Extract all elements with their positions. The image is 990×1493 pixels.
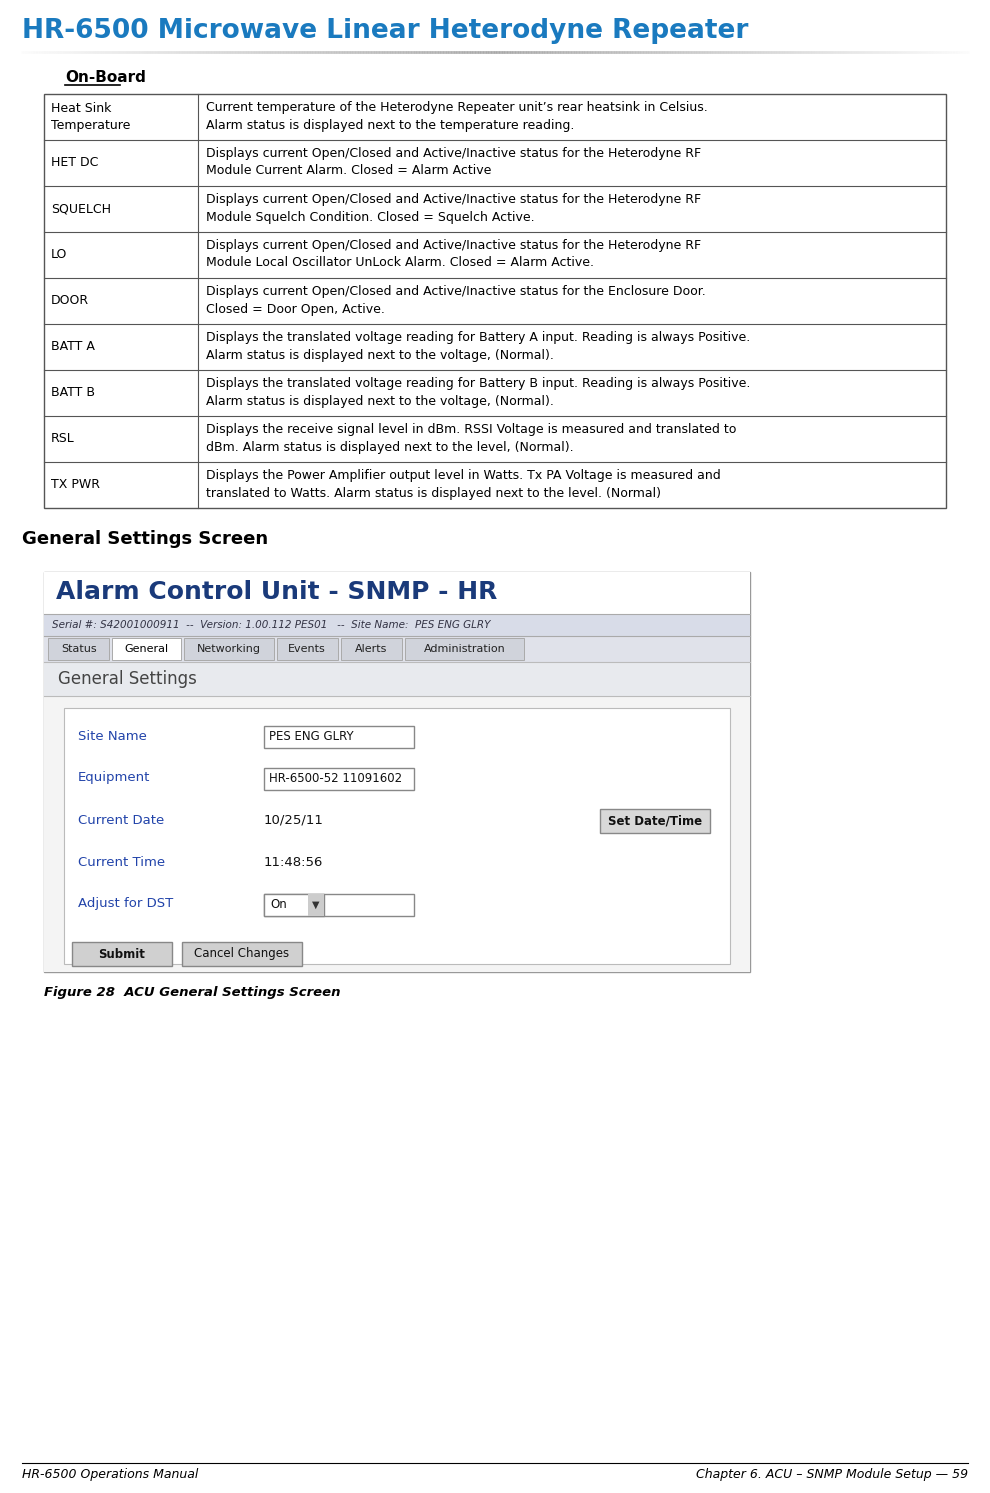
Bar	[44, 636, 750, 661]
Text: RSL: RSL	[51, 433, 75, 445]
Text: Serial #: S42001000911  --  Version: 1.00.112 PES01   --  Site Name:  PES ENG GL: Serial #: S42001000911 -- Version: 1.00.…	[52, 620, 490, 630]
Text: Networking: Networking	[197, 643, 260, 654]
Bar	[48, 638, 109, 660]
Text: On-Board: On-Board	[65, 70, 146, 85]
Text: Displays current Open/Closed and Active/Inactive status for the Heterodyne RF
Mo: Displays current Open/Closed and Active/…	[206, 239, 701, 270]
Text: BATT B: BATT B	[51, 387, 95, 400]
Bar	[64, 708, 730, 964]
Text: Site Name: Site Name	[78, 730, 147, 742]
Text: BATT A: BATT A	[51, 340, 95, 354]
Text: Heat Sink
Temperature: Heat Sink Temperature	[51, 103, 131, 131]
Text: TX PWR: TX PWR	[51, 478, 100, 491]
Bar	[112, 638, 180, 660]
Bar	[182, 942, 302, 966]
Text: General Settings: General Settings	[58, 670, 197, 688]
Text: Displays the Power Amplifier output level in Watts. Tx PA Voltage is measured an: Displays the Power Amplifier output leve…	[206, 469, 721, 500]
Text: General Settings Screen: General Settings Screen	[22, 530, 268, 548]
Text: HR-6500 Microwave Linear Heterodyne Repeater: HR-6500 Microwave Linear Heterodyne Repe…	[22, 18, 748, 43]
Bar	[44, 572, 750, 614]
Bar	[44, 661, 750, 696]
Text: 11:48:56: 11:48:56	[264, 855, 324, 869]
Text: DOOR: DOOR	[51, 294, 89, 308]
Text: HR-6500-52 11091602: HR-6500-52 11091602	[269, 772, 402, 785]
Bar	[341, 638, 402, 660]
Bar	[72, 942, 172, 966]
Text: Chapter 6. ACU – SNMP Module Setup — 59: Chapter 6. ACU – SNMP Module Setup — 59	[696, 1468, 968, 1481]
Text: Adjust for DST: Adjust for DST	[78, 897, 173, 911]
Text: SQUELCH: SQUELCH	[51, 203, 111, 215]
Text: General: General	[125, 643, 168, 654]
Text: On: On	[270, 899, 287, 912]
Text: Status: Status	[60, 643, 96, 654]
Text: Current Time: Current Time	[78, 855, 165, 869]
Bar	[264, 767, 414, 790]
Bar	[276, 638, 338, 660]
Text: Alerts: Alerts	[355, 643, 388, 654]
Text: Events: Events	[288, 643, 326, 654]
Text: Submit: Submit	[99, 948, 146, 960]
Text: Equipment: Equipment	[78, 772, 150, 784]
Text: Cancel Changes: Cancel Changes	[194, 948, 289, 960]
Bar	[264, 726, 414, 748]
Text: LO: LO	[51, 248, 67, 261]
Text: Displays current Open/Closed and Active/Inactive status for the Enclosure Door.
: Displays current Open/Closed and Active/…	[206, 285, 706, 315]
Bar	[44, 696, 750, 972]
Text: ▼: ▼	[312, 900, 320, 911]
Bar	[44, 94, 946, 508]
Bar	[264, 894, 324, 917]
Text: Alarm Control Unit - SNMP - HR: Alarm Control Unit - SNMP - HR	[56, 579, 497, 605]
Text: Displays the translated voltage reading for Battery A input. Reading is always P: Displays the translated voltage reading …	[206, 331, 750, 361]
Text: Displays current Open/Closed and Active/Inactive status for the Heterodyne RF
Mo: Displays current Open/Closed and Active/…	[206, 146, 701, 178]
Text: HR-6500 Operations Manual: HR-6500 Operations Manual	[22, 1468, 198, 1481]
Text: Figure 28  ACU General Settings Screen: Figure 28 ACU General Settings Screen	[44, 985, 341, 999]
Bar	[183, 638, 273, 660]
Text: Current temperature of the Heterodyne Repeater unit’s rear heatsink in Celsius.
: Current temperature of the Heterodyne Re…	[206, 102, 708, 131]
Text: Displays the receive signal level in dBm. RSSI Voltage is measured and translate: Displays the receive signal level in dBm…	[206, 423, 737, 454]
Bar	[600, 809, 710, 833]
Bar	[264, 894, 414, 917]
Bar	[44, 572, 750, 972]
Text: PES ENG GLRY: PES ENG GLRY	[269, 730, 353, 744]
Bar	[405, 638, 524, 660]
Bar	[44, 614, 750, 636]
Text: Displays current Open/Closed and Active/Inactive status for the Heterodyne RF
Mo: Displays current Open/Closed and Active/…	[206, 193, 701, 224]
Text: HET DC: HET DC	[51, 157, 98, 170]
Text: Administration: Administration	[424, 643, 505, 654]
Text: Set Date/Time: Set Date/Time	[608, 815, 702, 827]
Text: Displays the translated voltage reading for Battery B input. Reading is always P: Displays the translated voltage reading …	[206, 378, 750, 408]
Text: 10/25/11: 10/25/11	[264, 814, 324, 827]
Bar	[308, 894, 324, 917]
Text: Current Date: Current Date	[78, 814, 164, 827]
